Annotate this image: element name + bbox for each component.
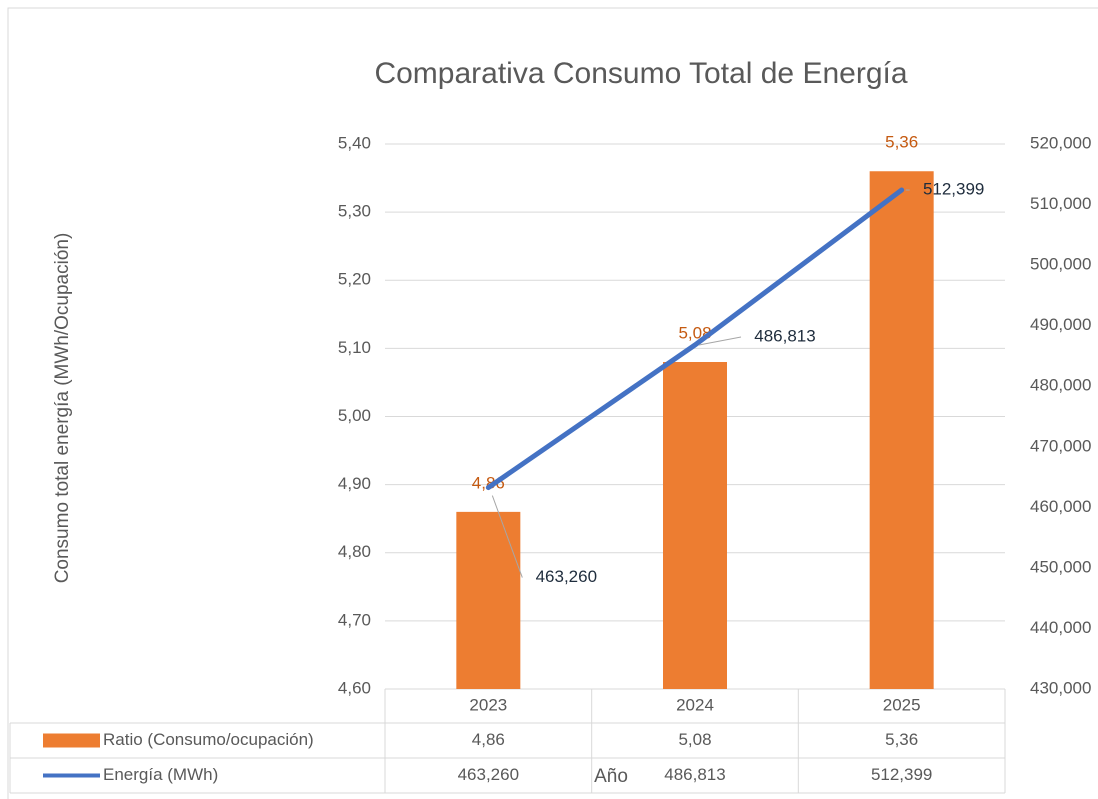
x-tick-label: 2025 xyxy=(883,695,921,714)
y2-tick-label: 440,000 xyxy=(1030,618,1091,637)
y2-tick-label: 520,000 xyxy=(1030,133,1091,152)
bar xyxy=(456,511,521,689)
y2-tick-label: 450,000 xyxy=(1030,557,1091,576)
y-axis-title: Consumo total energía (MWh/Ocupación) xyxy=(52,233,73,584)
table-cell: 463,260 xyxy=(458,765,519,784)
table-cell: 4,86 xyxy=(472,730,505,749)
table-cell: 486,813 xyxy=(664,765,725,784)
x-axis-title: Año xyxy=(594,766,628,787)
y-tick-label: 4,80 xyxy=(338,542,371,561)
legend-swatch xyxy=(43,733,100,748)
data-label: 5,36 xyxy=(885,133,918,152)
x-tick-label: 2024 xyxy=(676,695,714,714)
legend-label: Ratio (Consumo/ocupación) xyxy=(103,730,314,749)
y2-tick-label: 490,000 xyxy=(1030,315,1091,334)
data-label: 5,08 xyxy=(678,323,711,342)
data-label: 463,260 xyxy=(536,567,597,586)
legend-label: Energía (MWh) xyxy=(103,765,218,784)
y2-tick-label: 430,000 xyxy=(1030,678,1091,697)
y-tick-label: 5,20 xyxy=(338,270,371,289)
y-tick-label: 5,30 xyxy=(338,202,371,221)
data-label: 512,399 xyxy=(923,180,984,199)
y-tick-label: 4,60 xyxy=(338,678,371,697)
bar xyxy=(663,362,727,689)
y2-tick-label: 510,000 xyxy=(1030,194,1091,213)
data-label: 486,813 xyxy=(754,326,815,345)
table-cell: 5,36 xyxy=(885,730,918,749)
bar xyxy=(869,171,934,689)
x-tick-label: 2023 xyxy=(469,695,507,714)
data-label: 4,86 xyxy=(472,473,505,492)
y2-tick-label: 470,000 xyxy=(1030,436,1091,455)
table-cell: 512,399 xyxy=(871,765,932,784)
chart-border xyxy=(7,7,1098,799)
chart-title: Comparativa Consumo Total de Energía xyxy=(374,57,907,90)
y-tick-label: 4,90 xyxy=(338,474,371,493)
table-cell: 5,08 xyxy=(678,730,711,749)
y-tick-label: 5,40 xyxy=(338,133,371,152)
leader-line xyxy=(698,336,742,346)
y-tick-label: 4,70 xyxy=(338,610,371,629)
leader-line xyxy=(491,495,523,578)
y-tick-label: 5,10 xyxy=(338,338,371,357)
y2-tick-label: 480,000 xyxy=(1030,376,1091,395)
y-tick-label: 5,00 xyxy=(338,406,371,425)
y2-tick-label: 500,000 xyxy=(1030,255,1091,274)
y2-tick-label: 460,000 xyxy=(1030,497,1091,516)
line xyxy=(485,187,905,491)
